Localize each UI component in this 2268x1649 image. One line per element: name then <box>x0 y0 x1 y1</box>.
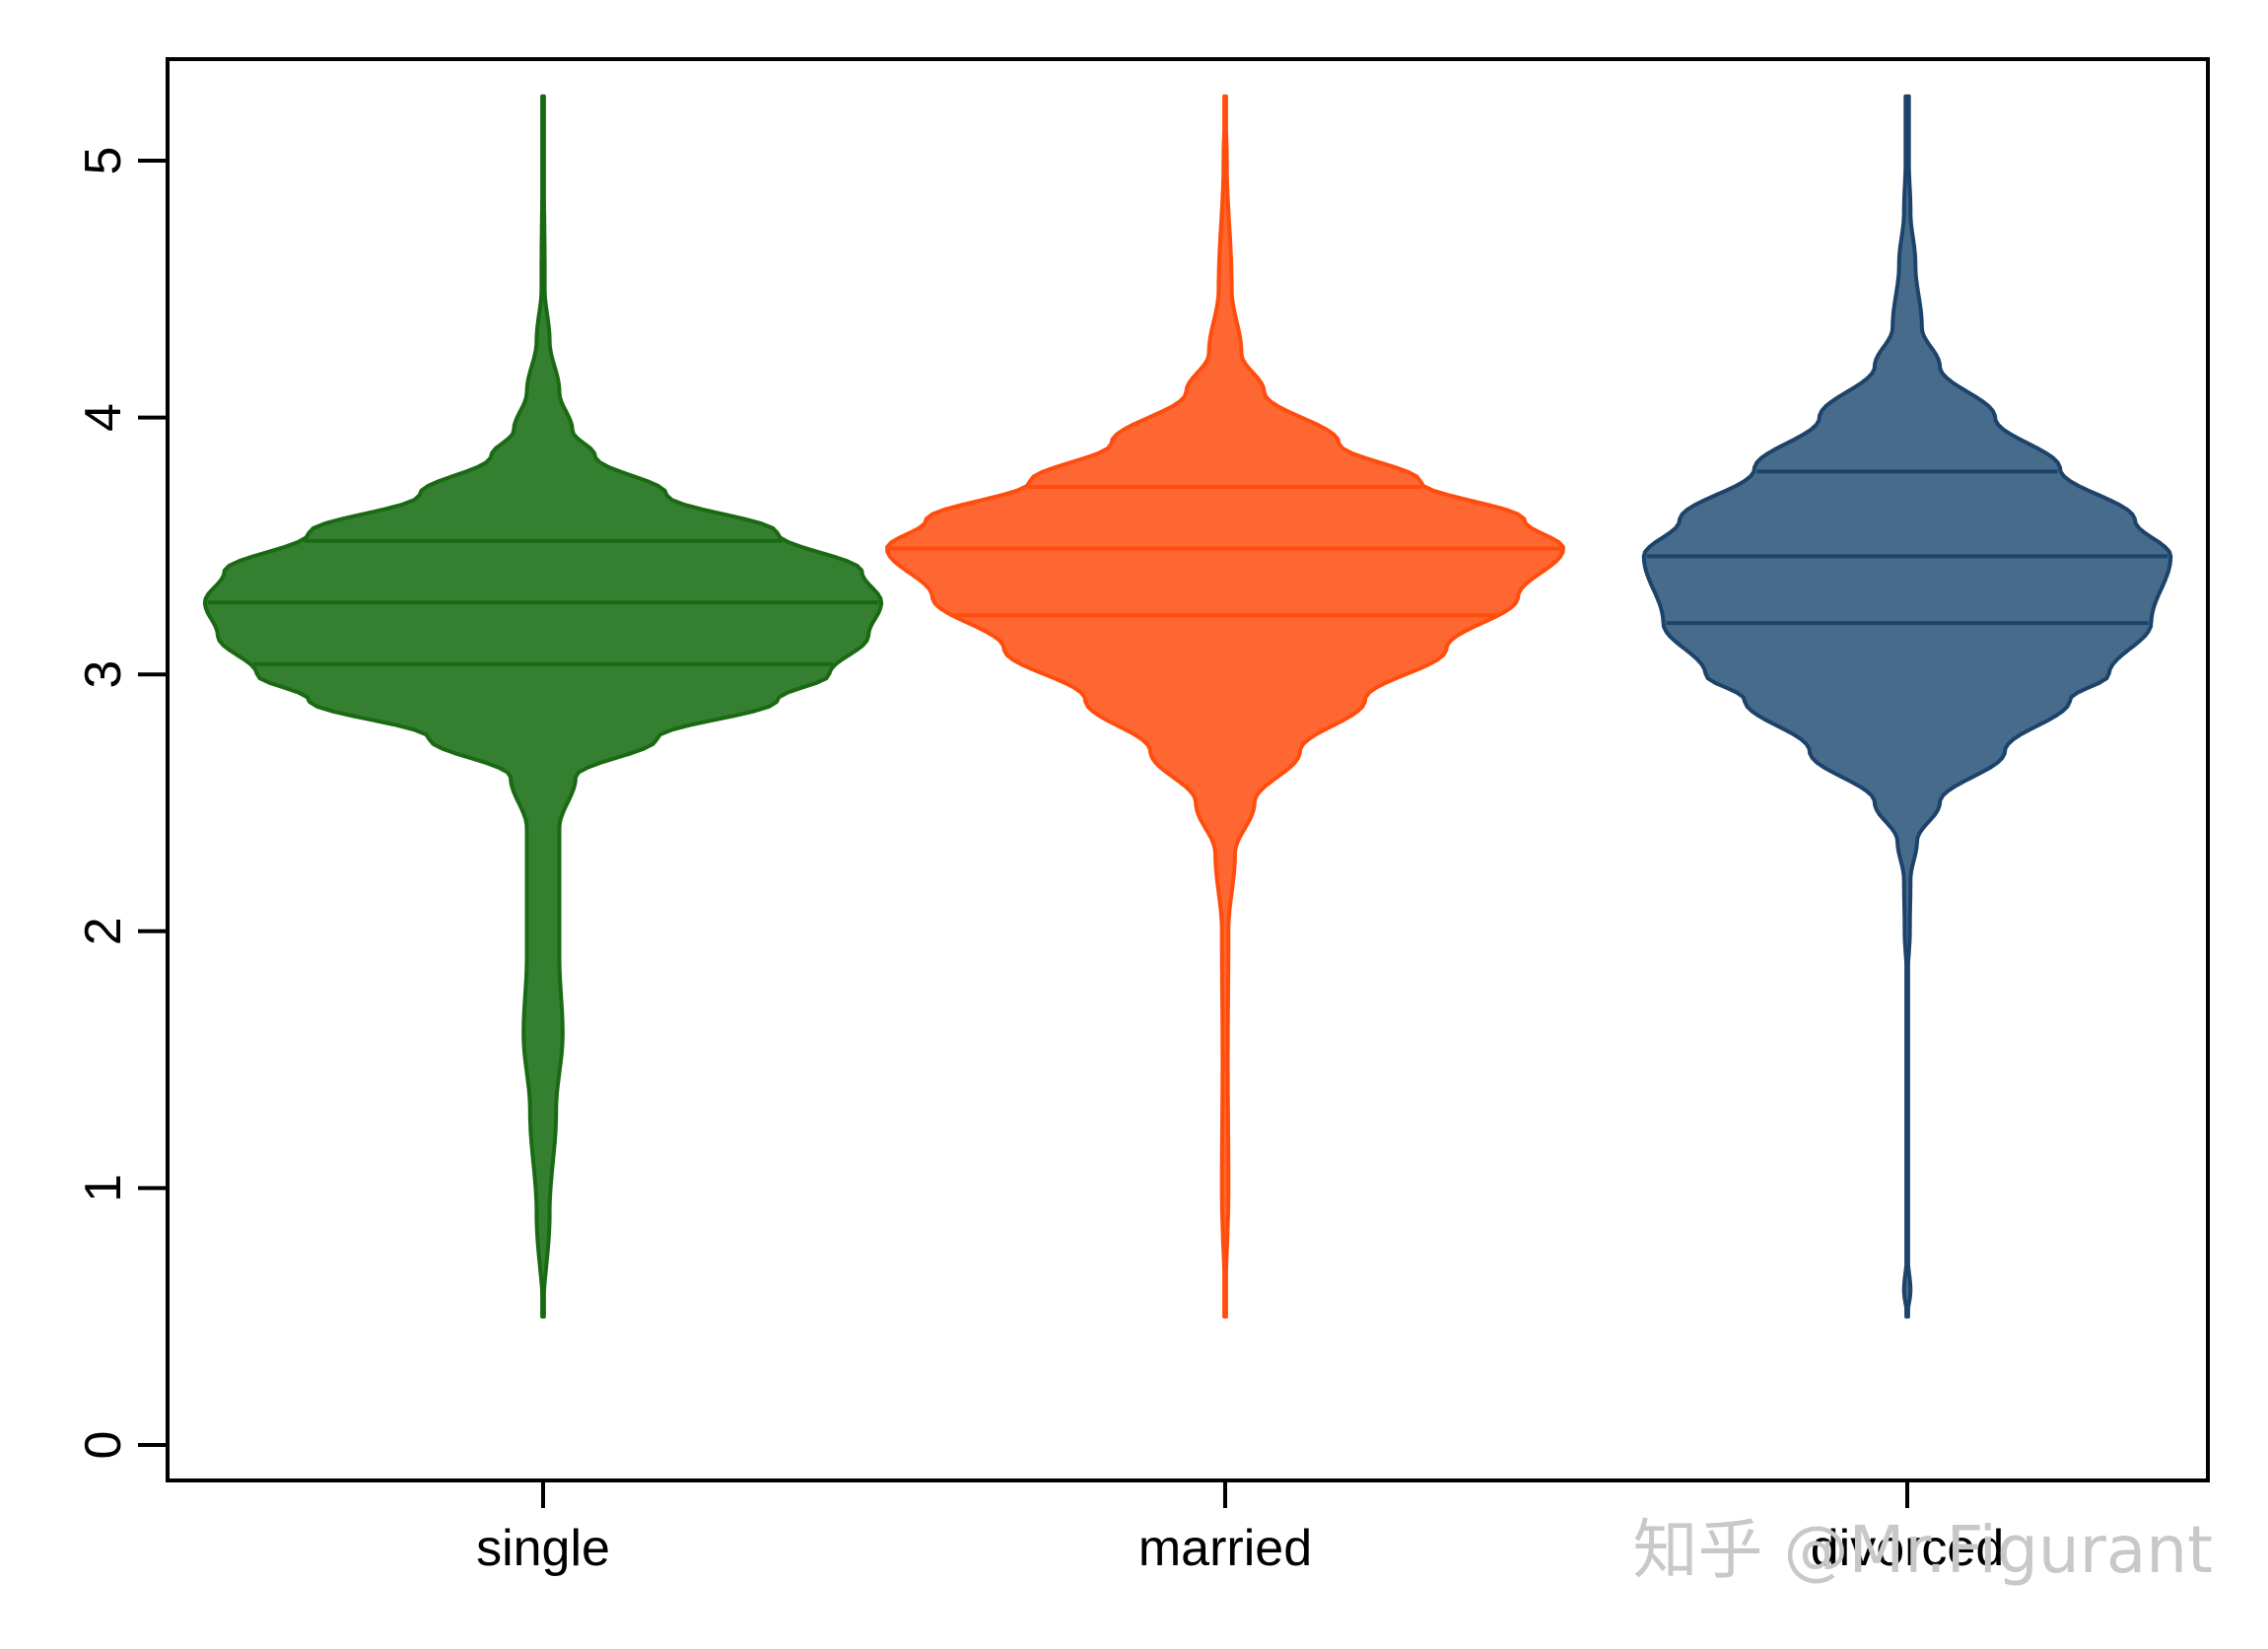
y-tick-label-4: 4 <box>75 403 132 432</box>
y-axis: 0 1 2 3 4 5 <box>75 147 168 1460</box>
x-tick-label-single: single <box>476 1520 610 1577</box>
violin-married <box>885 94 1565 1319</box>
plot-frame <box>166 57 2210 1482</box>
y-tick-label-2: 2 <box>75 917 132 945</box>
x-axis: single married divorced <box>476 1480 2004 1577</box>
violin-body-divorced <box>1641 94 2173 1319</box>
x-tick-label-divorced: divorced <box>1811 1520 2005 1577</box>
violins-group <box>202 94 2173 1319</box>
violin-body-single <box>202 94 884 1319</box>
y-tick-label-0: 0 <box>75 1431 132 1460</box>
y-tick-label-3: 3 <box>75 660 132 689</box>
violin-body-married <box>885 94 1565 1319</box>
y-tick-label-5: 5 <box>75 147 132 175</box>
x-tick-label-married: married <box>1138 1520 1312 1577</box>
y-tick-label-1: 1 <box>75 1174 132 1202</box>
violin-divorced <box>1641 94 2173 1319</box>
watermark-text: 知乎 @Mr.Figurant <box>1633 1512 2214 1588</box>
violin-single <box>202 94 884 1319</box>
